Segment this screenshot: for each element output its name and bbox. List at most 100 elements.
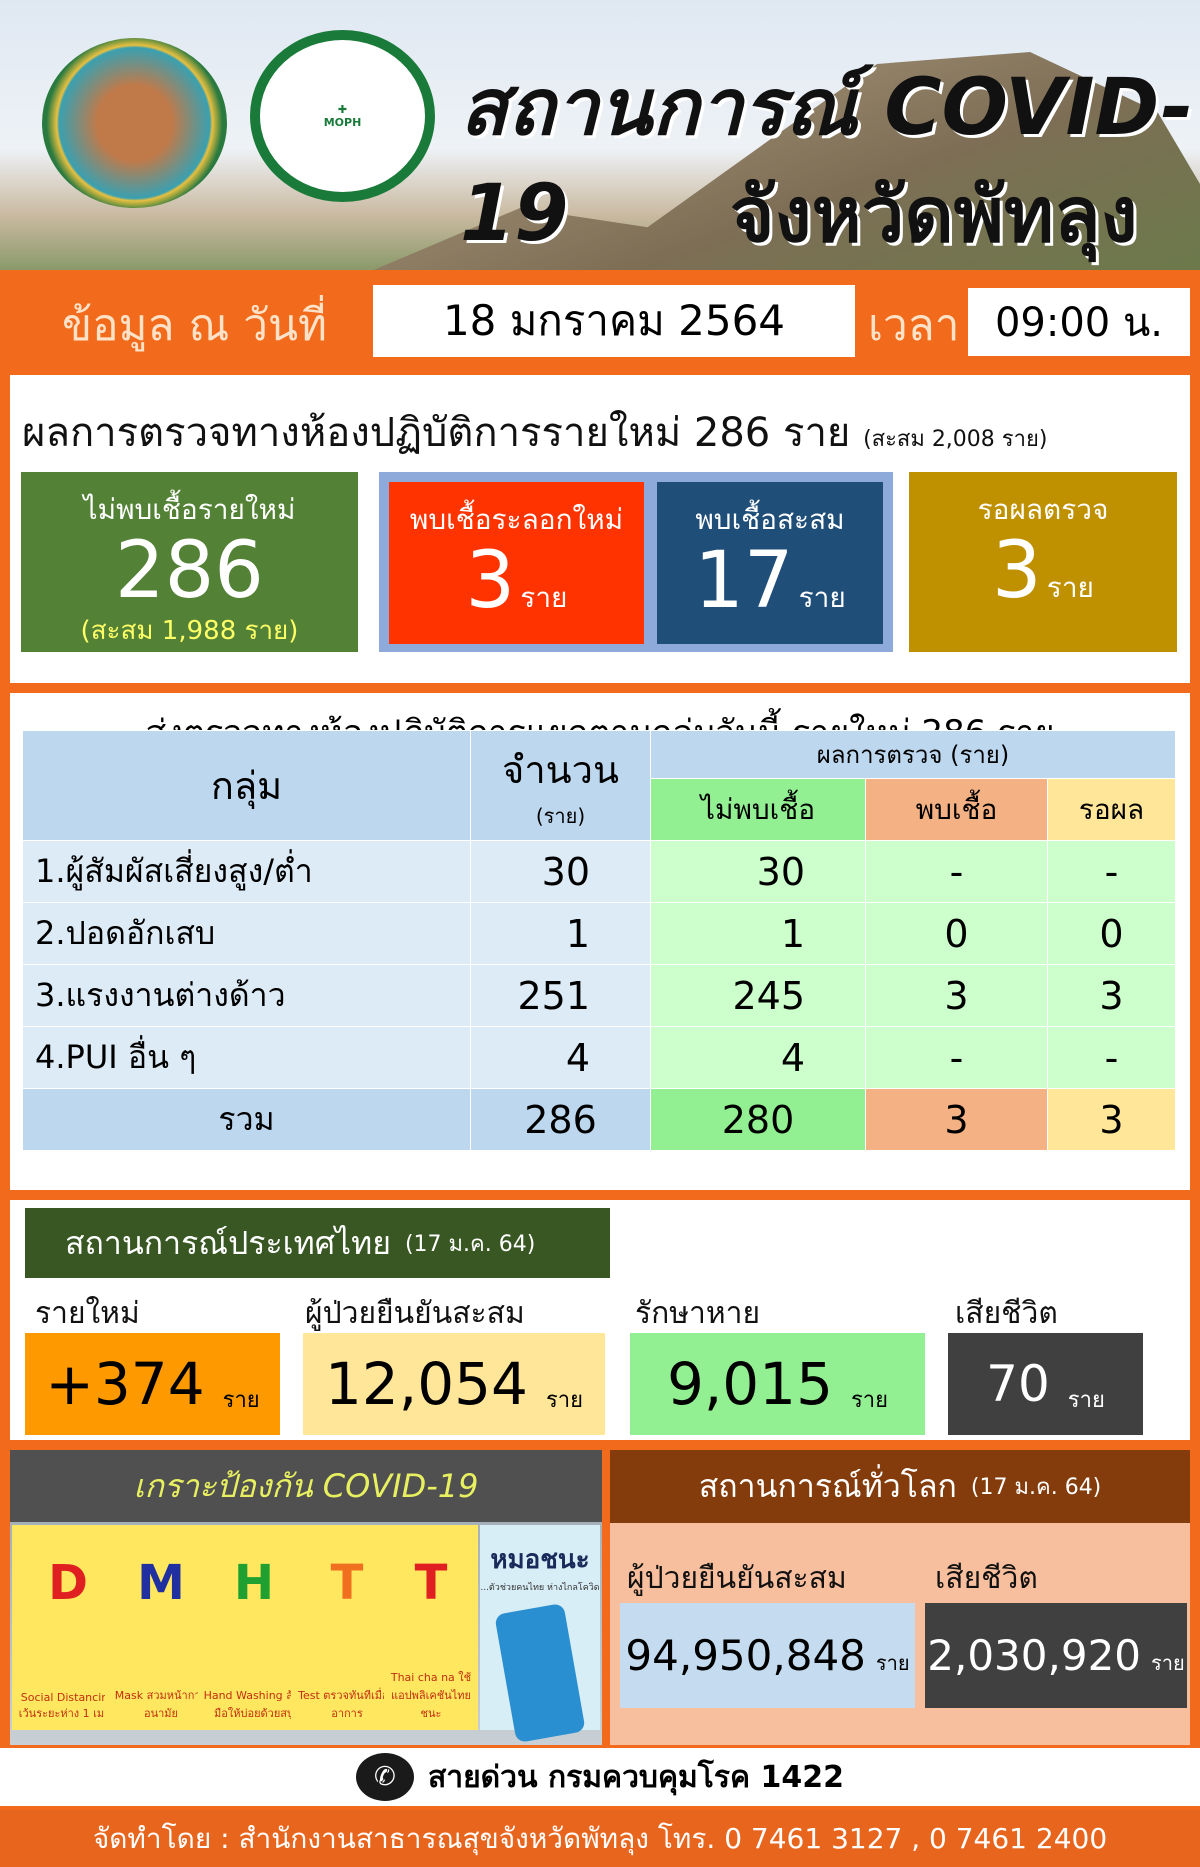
- header-results: ผลการตรวจ (ราย): [650, 730, 1176, 779]
- card-cumulative-positive: พบเชื้อสะสม 17 ราย: [657, 482, 883, 644]
- header-count-label: จำนวน: [502, 748, 619, 792]
- stat-value: 70: [986, 1355, 1050, 1413]
- stat-deaths: 70 ราย: [948, 1333, 1143, 1435]
- stat-unit: ราย: [1151, 1650, 1185, 1675]
- prevention-title: เกราะป้องกัน COVID-19: [10, 1450, 602, 1522]
- thailand-date: (17 ม.ค. 64): [404, 1231, 536, 1257]
- page-title: สถานการณ์ COVID-19: [460, 63, 1194, 259]
- cell-pending: 3: [1047, 1088, 1176, 1151]
- note-caption: Hand Washing ล้างมือให้บ่อยด้วยสบู่: [203, 1689, 305, 1720]
- stat-confirmed: 12,054 ราย: [303, 1333, 605, 1435]
- header-pending: รอผล: [1047, 778, 1176, 841]
- card-unit: ราย: [520, 581, 568, 614]
- phone-image: [494, 1602, 586, 1744]
- app-tagline: ...ตัวช่วยคนไทย ห่างไกลโควิด: [480, 1583, 600, 1593]
- stat-label: ผู้ป่วยยืนยันสะสม: [305, 1296, 525, 1331]
- stat-value: 12,054: [324, 1350, 528, 1418]
- cell-positive: 3: [865, 964, 1048, 1027]
- cell-negative: 4: [650, 1026, 866, 1089]
- stat-label: รักษาหาย: [635, 1296, 761, 1331]
- cell-pending: 3: [1047, 964, 1176, 1027]
- note-letter: D: [48, 1555, 88, 1611]
- date-label: ข้อมูล ณ วันที่: [62, 300, 328, 351]
- note-letter: T: [414, 1555, 448, 1611]
- cell-negative: 30: [650, 840, 866, 903]
- cell-pending: 0: [1047, 902, 1176, 965]
- header-group: กลุ่ม: [22, 730, 471, 841]
- thailand-title: สถานการณ์ประเทศไทย (17 ม.ค. 64): [25, 1208, 610, 1278]
- card-label: พบเชื้อสะสม: [695, 503, 845, 536]
- cell-positive: 3: [865, 1088, 1048, 1151]
- stat-label: เสียชีวิต: [935, 1561, 1038, 1596]
- time-value: 09:00 น.: [968, 288, 1190, 356]
- table-row: 3.แรงงานต่างด้าว 251 245 3 3: [22, 964, 1176, 1027]
- date-value: 18 มกราคม 2564: [373, 285, 855, 357]
- note-letter: T: [330, 1555, 364, 1611]
- card-value: 286: [115, 526, 264, 616]
- hotline: ✆ สายด่วน กรมควบคุมโรค 1422: [0, 1748, 1200, 1806]
- stat-recovered: 9,015 ราย: [630, 1333, 925, 1435]
- stat-value: +374: [45, 1350, 205, 1418]
- cell-count: 30: [470, 840, 651, 903]
- group-results-table: กลุ่ม จำนวน (ราย) ผลการตรวจ (ราย) ไม่พบเช…: [22, 730, 1176, 1151]
- cell-count: 1: [470, 902, 651, 965]
- cell-negative: 1: [650, 902, 866, 965]
- card-pending: รอผลตรวจ 3 ราย: [909, 472, 1177, 652]
- card-value: 17: [694, 536, 794, 626]
- card-unit: ราย: [1046, 571, 1094, 604]
- lab-title: ผลการตรวจทางห้องปฏิบัติการรายใหม่ 286 รา…: [22, 400, 1047, 464]
- cell-group: 3.แรงงานต่างด้าว: [22, 964, 471, 1027]
- cell-negative: 245: [650, 964, 866, 1027]
- stat-unit: ราย: [850, 1387, 889, 1413]
- app-name: หมอชนะ: [490, 1545, 590, 1575]
- ministry-of-public-health-logo: ✚ MOPH: [250, 30, 435, 202]
- note-caption: Mask สวมหน้ากากอนามัย: [114, 1689, 208, 1720]
- table-row: 1.ผู้สัมผัสเสี่ยงสูง/ต่ำ 30 30 - -: [22, 840, 1176, 903]
- card-sub: (สะสม 1,988 ราย): [80, 616, 299, 646]
- cell-group: รวม: [22, 1088, 471, 1151]
- header-banner: [0, 0, 1200, 270]
- stat-unit: ราย: [545, 1387, 583, 1413]
- world-date: (17 ม.ค. 64): [970, 1475, 1102, 1500]
- stat-label: รายใหม่: [35, 1296, 140, 1331]
- card-label: รอผลตรวจ: [977, 493, 1109, 526]
- card-label: ไม่พบเชื้อรายใหม่: [83, 493, 296, 526]
- cell-group: 2.ปอดอักเสบ: [22, 902, 471, 965]
- header-negative: ไม่พบเชื้อ: [650, 778, 866, 841]
- footer: จัดทำโดย : สำนักงานสาธารณสุขจังหวัดพัทลุ…: [0, 1810, 1200, 1867]
- stat-label: เสียชีวิต: [955, 1296, 1058, 1331]
- lab-cumulative: (สะสม 2,008 ราย): [863, 427, 1048, 452]
- stat-value: 2,030,920: [927, 1631, 1142, 1680]
- cell-count: 251: [470, 964, 651, 1027]
- mor-chana-app-ad: หมอชนะ ...ตัวช่วยคนไทย ห่างไกลโควิด: [480, 1525, 600, 1744]
- stat-value: 94,950,848: [625, 1631, 866, 1680]
- card-new-wave-positive: พบเชื้อระลอกใหม่ 3 ราย: [389, 482, 644, 644]
- cell-pending: -: [1047, 840, 1176, 903]
- cell-positive: -: [865, 1026, 1048, 1089]
- stat-unit: ราย: [222, 1387, 260, 1413]
- card-value: 3: [992, 526, 1042, 616]
- table-row: 2.ปอดอักเสบ 1 1 0 0: [22, 902, 1176, 965]
- cell-group: 1.ผู้สัมผัสเสี่ยงสูง/ต่ำ: [22, 840, 471, 903]
- stat-label: ผู้ป่วยยืนยันสะสม: [627, 1561, 847, 1596]
- world-title-text: สถานการณ์ทั่วโลก: [698, 1467, 957, 1505]
- world-title: สถานการณ์ทั่วโลก (17 ม.ค. 64): [610, 1450, 1190, 1523]
- table-row: 4.PUI อื่น ๆ 4 4 - -: [22, 1026, 1176, 1089]
- page-subtitle: จังหวัดพัทลุง: [730, 170, 1138, 259]
- cell-pending: -: [1047, 1026, 1176, 1089]
- card-label: พบเชื้อระลอกใหม่: [409, 503, 624, 536]
- card-negative-new: ไม่พบเชื้อรายใหม่ 286 (สะสม 1,988 ราย): [21, 472, 358, 652]
- note-caption: Social Distancing เว้นระยะห่าง 1 เมตร: [18, 1691, 118, 1720]
- phone-icon: ✆: [355, 1753, 414, 1801]
- cell-positive: 0: [865, 902, 1048, 965]
- header-positive: พบเชื้อ: [865, 778, 1048, 841]
- stat-new-cases: +374 ราย: [25, 1333, 280, 1435]
- cell-group: 4.PUI อื่น ๆ: [22, 1026, 471, 1089]
- note-letter: M: [137, 1555, 185, 1611]
- card-unit: ราย: [798, 581, 846, 614]
- cell-negative: 280: [650, 1088, 866, 1151]
- note-caption: Thai cha na ใช้แอปพลิเคชันไทยชนะ: [390, 1671, 472, 1720]
- cell-positive: -: [865, 840, 1048, 903]
- hotline-text: สายด่วน กรมควบคุมโรค 1422: [427, 1759, 845, 1795]
- world-deaths: 2,030,920 ราย: [925, 1603, 1187, 1708]
